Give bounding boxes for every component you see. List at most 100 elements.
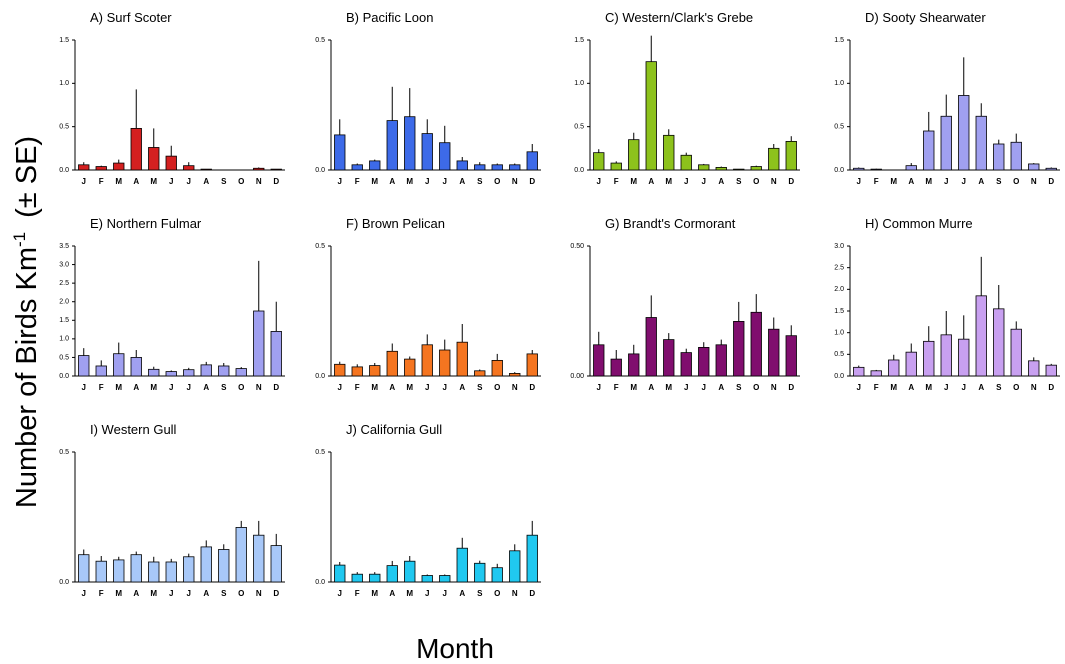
bar	[270, 168, 282, 171]
bar	[491, 359, 503, 377]
x-tick-label: J	[338, 177, 342, 186]
x-tick-label: S	[221, 589, 227, 598]
bar	[853, 167, 865, 171]
bar	[645, 61, 657, 171]
x-tick-label: J	[169, 589, 173, 598]
x-tick-label: O	[238, 177, 244, 186]
x-tick-label: J	[944, 383, 948, 392]
x-tick-label: N	[512, 589, 518, 598]
x-tick-label: F	[99, 177, 104, 186]
x-tick-label: D	[273, 383, 279, 392]
x-tick-label: O	[753, 383, 759, 392]
x-tick-label: M	[115, 383, 122, 392]
bar	[905, 351, 917, 377]
bar	[148, 561, 160, 583]
bar	[698, 346, 710, 377]
bar	[235, 527, 247, 583]
y-label-suffix: (± SE)	[11, 136, 43, 218]
x-tick-label: M	[371, 177, 378, 186]
bar	[95, 365, 107, 377]
x-tick-label: A	[459, 383, 465, 392]
bar	[870, 168, 882, 171]
bar	[113, 353, 125, 377]
x-tick-label: A	[648, 383, 654, 392]
bar	[923, 340, 935, 377]
x-tick-label: D	[529, 177, 535, 186]
x-tick-label: J	[187, 177, 191, 186]
bar	[663, 339, 675, 377]
panel-title: I) Western Gull	[90, 422, 177, 437]
bar	[404, 358, 416, 377]
x-tick-label: A	[133, 589, 139, 598]
bar	[526, 151, 538, 171]
x-tick-label: J	[187, 383, 191, 392]
y-tick-label: 0.50	[570, 243, 584, 250]
bar	[183, 165, 195, 171]
panel-title: A) Surf Scoter	[90, 10, 172, 25]
x-tick-label: D	[788, 383, 794, 392]
x-tick-label: A	[459, 589, 465, 598]
x-tick-label: M	[630, 177, 637, 186]
bar	[404, 560, 416, 583]
bar	[905, 165, 917, 171]
x-tick-label: M	[115, 177, 122, 186]
x-tick-label: J	[443, 589, 447, 598]
y-tick-label: 0.0	[834, 373, 844, 380]
x-tick-label: S	[477, 589, 483, 598]
bar	[680, 154, 692, 171]
bar	[78, 554, 90, 583]
y-tick-label: 2.0	[834, 286, 844, 293]
x-tick-label: J	[857, 383, 861, 392]
bar	[715, 166, 727, 171]
x-tick-label: M	[630, 383, 637, 392]
x-tick-label: J	[425, 177, 429, 186]
y-tick-label: 0.0	[59, 167, 69, 174]
x-tick-label: S	[221, 383, 227, 392]
bar	[456, 341, 468, 377]
x-tick-label: S	[477, 383, 483, 392]
x-tick-label: J	[702, 177, 706, 186]
y-tick-label: 2.0	[59, 299, 69, 306]
y-tick-label: 2.5	[59, 280, 69, 287]
x-tick-label: M	[150, 177, 157, 186]
x-tick-label: J	[962, 383, 966, 392]
bar	[253, 534, 265, 583]
y-tick-label: 0.5	[834, 124, 844, 131]
x-tick-label: A	[389, 383, 395, 392]
bar	[785, 140, 797, 171]
x-tick-label: A	[718, 177, 724, 186]
y-tick-label: 1.0	[59, 80, 69, 87]
bar	[351, 573, 363, 583]
bar	[610, 162, 622, 171]
x-tick-label: M	[371, 383, 378, 392]
x-tick-label: J	[425, 589, 429, 598]
x-tick-label: M	[890, 383, 897, 392]
bar	[95, 560, 107, 583]
bar	[334, 134, 346, 171]
y-tick-label: 0.00	[570, 373, 584, 380]
bar	[888, 359, 900, 377]
y-tick-label: 0.5	[315, 37, 325, 44]
y-tick-label: 3.5	[59, 243, 69, 250]
x-tick-label: D	[788, 177, 794, 186]
bar	[526, 534, 538, 583]
x-tick-label: F	[614, 383, 619, 392]
bar	[610, 358, 622, 377]
bar	[958, 95, 970, 171]
bar	[351, 164, 363, 171]
bar	[218, 549, 230, 583]
bar	[1045, 167, 1057, 171]
x-tick-label: A	[648, 177, 654, 186]
bar	[386, 350, 398, 377]
x-tick-label: J	[187, 589, 191, 598]
bar	[386, 565, 398, 583]
x-tick-label: O	[238, 383, 244, 392]
y-tick-label: 2.5	[834, 265, 844, 272]
y-tick-label: 0.5	[315, 243, 325, 250]
bar	[130, 127, 142, 171]
x-tick-label: F	[874, 177, 879, 186]
bar	[351, 366, 363, 377]
bar	[200, 546, 212, 583]
bar	[940, 115, 952, 171]
x-tick-label: A	[389, 177, 395, 186]
